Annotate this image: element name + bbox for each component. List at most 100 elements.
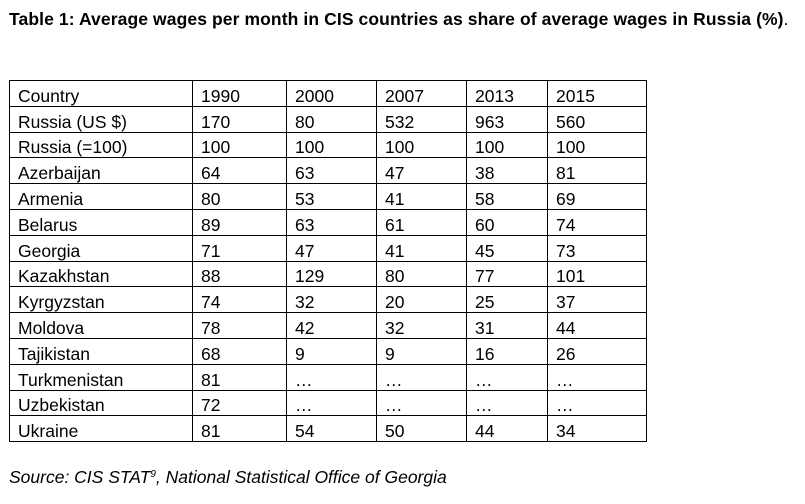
table-cell-country: Kyrgyzstan (9, 286, 193, 314)
table-cell-country: Belarus (9, 208, 193, 236)
header-cell-2015: 2015 (547, 80, 647, 107)
table-cell-y2015: 69 (547, 183, 647, 210)
table-cell-y2000: 63 (286, 208, 377, 236)
table-cell-y2000: 42 (286, 312, 377, 339)
table-cell-y2007: 532 (376, 105, 467, 133)
table-cell-y2015: … (547, 389, 647, 417)
table-cell-y2000: … (286, 363, 377, 391)
table-cell-y2007: 47 (376, 157, 467, 185)
table-cell-y2007: 100 (376, 131, 467, 159)
table-cell-country: Tajikistan (9, 337, 193, 365)
table-row: Uzbekistan 72………… (9, 389, 647, 417)
table-row: Georgia 71 47 41 45 73 (9, 234, 647, 262)
source-text-rest: , National Statistical Office of Georgia (155, 467, 447, 487)
header-cell-1990: 1990 (192, 80, 287, 107)
table-cell-y1990: 89 (192, 208, 287, 236)
table-cell-y1990: 71 (192, 234, 287, 262)
table-row: Russia (US $) 170 80 532 963 560 (9, 105, 647, 133)
table-cell-country: Uzbekistan (9, 389, 193, 417)
table-cell-y1990: 78 (192, 312, 287, 339)
table-cell-y1990: 74 (192, 286, 287, 314)
table-row: Turkmenistan 81………… (9, 363, 647, 391)
table-cell-country: Russia (US $) (9, 105, 193, 133)
table-header-row: Country 1990 2000 2007 2013 2015 (9, 80, 647, 107)
table-cell-y1990: 88 (192, 260, 287, 288)
table-cell-y2007: … (376, 389, 467, 417)
table-cell-y2000: … (286, 389, 377, 417)
table-cell-y2015: 34 (547, 415, 647, 443)
table-cell-y2007: 61 (376, 208, 467, 236)
table-cell-y1990: 72 (192, 389, 287, 417)
source-footnote-marker: 9 (150, 469, 156, 480)
source-note: Source: CIS STAT9, National Statistical … (9, 466, 447, 488)
table-title-period: . (783, 9, 789, 29)
table-cell-y2000: 9 (286, 337, 377, 365)
table-cell-y1990: 81 (192, 363, 287, 391)
table-row: Russia (=100) 100 100 100 100 100 (9, 131, 647, 159)
table-row: Moldova 78 42 32 31 44 (9, 312, 647, 339)
table-cell-y2007: 32 (376, 312, 467, 339)
table-title: Table 1: Average wages per month in CIS … (9, 8, 799, 30)
header-cell-country: Country (9, 80, 193, 107)
table-cell-y2000: 54 (286, 415, 377, 443)
table-row: Tajikistan 68 9 9 16 26 (9, 337, 647, 365)
table-cell-y2013: … (466, 389, 548, 417)
table-cell-country: Ukraine (9, 415, 193, 443)
table-cell-country: Moldova (9, 312, 193, 339)
table-cell-y2015: 26 (547, 337, 647, 365)
table-row: Ukraine 81 54 50 44 34 (9, 415, 647, 443)
table-row: Kazakhstan 88 129 80 77 101 (9, 260, 647, 288)
table-cell-y2013: 100 (466, 131, 548, 159)
table-row: Azerbaijan 64 63 47 38 81 (9, 157, 647, 185)
table-cell-y2000: 47 (286, 234, 377, 262)
table-cell-y2015: 37 (547, 286, 647, 314)
table-cell-y2013: 25 (466, 286, 548, 314)
table-row: Armenia 80 53 41 58 69 (9, 183, 647, 210)
table-cell-y2007: 41 (376, 183, 467, 210)
table-cell-y2007: 80 (376, 260, 467, 288)
table-cell-y2007: 50 (376, 415, 467, 443)
table-cell-y1990: 170 (192, 105, 287, 133)
table-cell-y2013: 44 (466, 415, 548, 443)
table-cell-y2000: 100 (286, 131, 377, 159)
header-cell-2000: 2000 (286, 80, 377, 107)
header-cell-2007: 2007 (376, 80, 467, 107)
table-title-text: Table 1: Average wages per month in CIS … (9, 9, 784, 29)
table-cell-y1990: 64 (192, 157, 287, 185)
table-cell-y1990: 81 (192, 415, 287, 443)
table-cell-y2013: 45 (466, 234, 548, 262)
table-cell-y2000: 32 (286, 286, 377, 314)
table-cell-country: Azerbaijan (9, 157, 193, 185)
wages-table-body: Country 1990 2000 2007 2013 2015 Russia … (9, 80, 647, 443)
table-cell-y2000: 129 (286, 260, 377, 288)
table-cell-y2015: 73 (547, 234, 647, 262)
table-cell-country: Turkmenistan (9, 363, 193, 391)
source-text: Source: CIS STAT (9, 467, 151, 487)
table-cell-y2013: 77 (466, 260, 548, 288)
table-cell-y2013: 60 (466, 208, 548, 236)
table-cell-y2007: 9 (376, 337, 467, 365)
table-cell-country: Armenia (9, 183, 193, 210)
table-cell-y2000: 80 (286, 105, 377, 133)
table-cell-y2007: … (376, 363, 467, 391)
table-cell-y2007: 20 (376, 286, 467, 314)
wages-table: Country 1990 2000 2007 2013 2015 Russia … (9, 80, 647, 443)
header-cell-2013: 2013 (466, 80, 548, 107)
table-cell-y2007: 41 (376, 234, 467, 262)
table-cell-y2015: 100 (547, 131, 647, 159)
table-cell-y2013: 16 (466, 337, 548, 365)
table-row: Belarus 89 63 61 60 74 (9, 208, 647, 236)
table-cell-y1990: 100 (192, 131, 287, 159)
table-cell-y2013: 38 (466, 157, 548, 185)
table-cell-country: Russia (=100) (9, 131, 193, 159)
table-cell-y2015: 560 (547, 105, 647, 133)
table-cell-y1990: 68 (192, 337, 287, 365)
table-cell-y2013: … (466, 363, 548, 391)
table-cell-y2013: 963 (466, 105, 548, 133)
table-cell-country: Georgia (9, 234, 193, 262)
table-cell-y2015: … (547, 363, 647, 391)
table-cell-y2015: 81 (547, 157, 647, 185)
table-row: Kyrgyzstan 74 32 20 25 37 (9, 286, 647, 314)
table-cell-y2013: 58 (466, 183, 548, 210)
table-cell-y2000: 53 (286, 183, 377, 210)
